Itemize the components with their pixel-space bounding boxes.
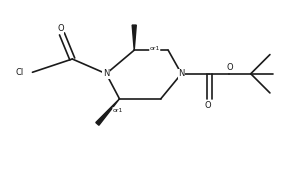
Text: O: O: [205, 101, 211, 110]
Text: N: N: [103, 69, 109, 78]
Polygon shape: [132, 25, 136, 50]
Polygon shape: [96, 99, 119, 125]
Text: O: O: [227, 63, 233, 72]
Text: or1: or1: [150, 46, 160, 51]
Text: or1: or1: [113, 108, 123, 113]
Text: N: N: [178, 69, 185, 78]
Text: Cl: Cl: [15, 68, 24, 77]
Text: O: O: [57, 24, 64, 33]
